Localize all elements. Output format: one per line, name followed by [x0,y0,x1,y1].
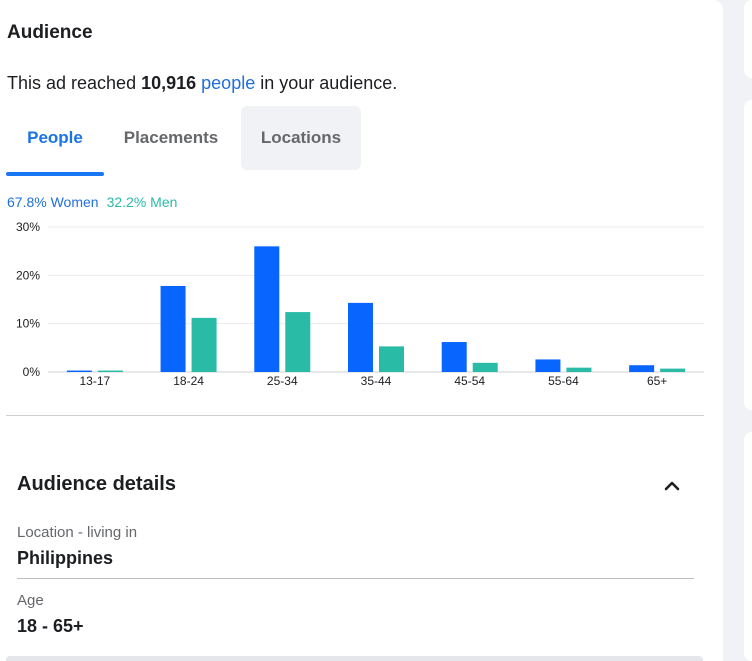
field-divider [17,578,694,579]
bar-women-65+ [629,365,655,372]
y-tick-label: 20% [16,268,40,282]
reach-summary: This ad reached 10,916 people in your au… [7,73,397,94]
side-panel-edge [744,0,752,78]
bar-men-65+ [660,368,686,372]
bar-women-18-24 [160,285,186,372]
bar-women-55-64 [535,359,561,372]
x-tick-label: 13-17 [80,374,111,388]
location-value: Philippines [17,548,114,568]
tab-people[interactable]: People [6,106,104,176]
bar-men-18-24 [191,317,217,372]
x-tick-label: 45-54 [454,374,485,388]
location-label: Location - living in [17,524,138,541]
tab-locations[interactable]: Locations [241,106,361,170]
bar-women-25-34 [254,246,280,372]
audience-details-title: Audience details [17,473,176,495]
bar-men-25-34 [285,312,311,372]
gender-legend: 67.8% Women 32.2% Men [7,194,185,210]
women-percentage: 67.8% Women [7,194,99,210]
x-tick-label: 55-64 [548,374,579,388]
age-gender-bar-chart: 30% 20% 10% 0% 13-17 18-24 25-34 35-44 45-54 55-6… [16,220,704,388]
y-tick-label: 30% [16,220,40,234]
bar-women-35-44 [348,302,373,372]
y-tick-label: 10% [16,317,40,331]
reach-suffix: in your audience. [255,73,398,93]
men-percentage: 32.2% Men [106,194,178,210]
audience-card: Audience This ad reached 10,916 people i… [0,0,723,661]
bar-men-55-64 [566,367,592,372]
x-tick-label: 65+ [647,374,667,388]
age-label: Age [17,592,44,609]
x-tick-label: 35-44 [361,374,392,388]
bar-men-35-44 [379,346,404,372]
age-value: 18 - 65+ [17,616,84,636]
bar-men-13-17 [97,370,123,372]
chevron-up-icon[interactable] [661,475,683,495]
people-link[interactable]: people [201,73,256,93]
reach-prefix: This ad reached [7,73,142,93]
y-tick-label: 0% [23,365,41,379]
x-tick-label: 25-34 [267,374,298,388]
bar-men-45-54 [472,362,498,372]
tab-placements[interactable]: Placements [123,128,219,147]
side-panel-edge [744,100,752,410]
bar-women-13-17 [66,370,92,372]
side-panel-edge [744,432,752,661]
section-divider [6,415,704,416]
next-section-edge [6,656,703,661]
reach-number: 10,916 [141,73,197,93]
bar-women-45-54 [441,342,467,372]
x-tick-label: 18-24 [173,374,204,388]
audience-title: Audience [7,22,93,43]
